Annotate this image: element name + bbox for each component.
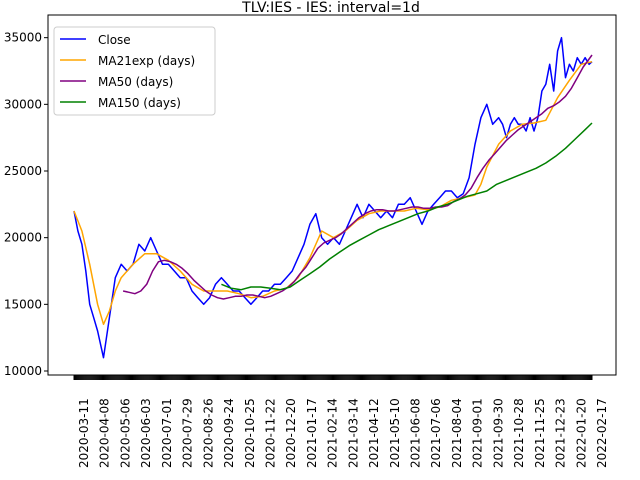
x-tick-label: 2021-07-06 <box>429 398 443 468</box>
x-tick-label: 2020-12-20 <box>284 398 298 468</box>
x-tick-label: 2021-05-10 <box>388 398 402 468</box>
series-line-ma21exp-days <box>73 60 593 326</box>
legend-label-ma50: MA50 (days) <box>98 75 173 89</box>
x-tick-label: 2021-09-01 <box>471 398 485 468</box>
x-tick-label: 2021-08-04 <box>450 398 464 468</box>
x-axis: 2020-03-11 2020-04-08 2020-05-06 2020-06-03… <box>73 375 609 468</box>
x-tick-label: 2021-04-12 <box>367 398 381 468</box>
y-tick-label: 35000 <box>4 31 42 45</box>
x-tick-label: 2020-08-26 <box>201 398 215 468</box>
y-tick-label: 20000 <box>4 231 42 245</box>
series-layer <box>73 36 593 359</box>
x-tick-label: 2021-03-14 <box>346 398 360 468</box>
legend-label-close: Close <box>98 33 131 47</box>
x-tick-label: 2021-06-08 <box>409 398 423 468</box>
chart-title: TLV:IES - IES: interval=1d <box>241 0 420 16</box>
legend: Close MA21exp (days) MA50 (days) MA150 (… <box>53 26 216 116</box>
x-tick-label: 2020-09-24 <box>222 398 236 468</box>
y-tick-label: 15000 <box>4 297 42 311</box>
legend-label-ma21exp: MA21exp (days) <box>98 54 195 68</box>
x-tick-label: 2021-10-28 <box>512 398 526 468</box>
x-tick-label: 2020-05-06 <box>118 398 132 468</box>
x-tick-label: 2020-07-01 <box>160 398 174 468</box>
y-tick-label: 30000 <box>4 97 42 111</box>
series-line-ma150-days <box>221 122 593 291</box>
x-tick-label: 2020-07-29 <box>181 398 195 468</box>
x-tick-label: 2020-06-03 <box>139 398 153 468</box>
x-tick-label: 2020-04-08 <box>98 398 112 468</box>
x-tick-label: 2021-02-14 <box>326 398 340 468</box>
x-tick-label: 2021-12-23 <box>554 398 568 468</box>
x-tick-label: 2020-11-22 <box>264 398 278 468</box>
series-line-ma50-days <box>122 54 593 300</box>
x-tick-label: 2020-03-11 <box>77 398 91 468</box>
legend-label-ma150: MA150 (days) <box>98 96 181 110</box>
y-tick-label: 25000 <box>4 164 42 178</box>
y-tick-label: 10000 <box>4 364 42 378</box>
y-axis: 10000 15000 20000 25000 30000 35000 <box>4 31 48 378</box>
x-tick-label: 2022-02-17 <box>595 398 609 468</box>
x-tick-label: 2021-11-25 <box>533 398 547 468</box>
x-tick-label: 2021-01-17 <box>305 398 319 468</box>
x-tick-label: 2022-01-20 <box>574 398 588 468</box>
x-tick-label: 2021-09-30 <box>491 398 505 468</box>
x-tick-label: 2020-10-25 <box>243 398 257 468</box>
